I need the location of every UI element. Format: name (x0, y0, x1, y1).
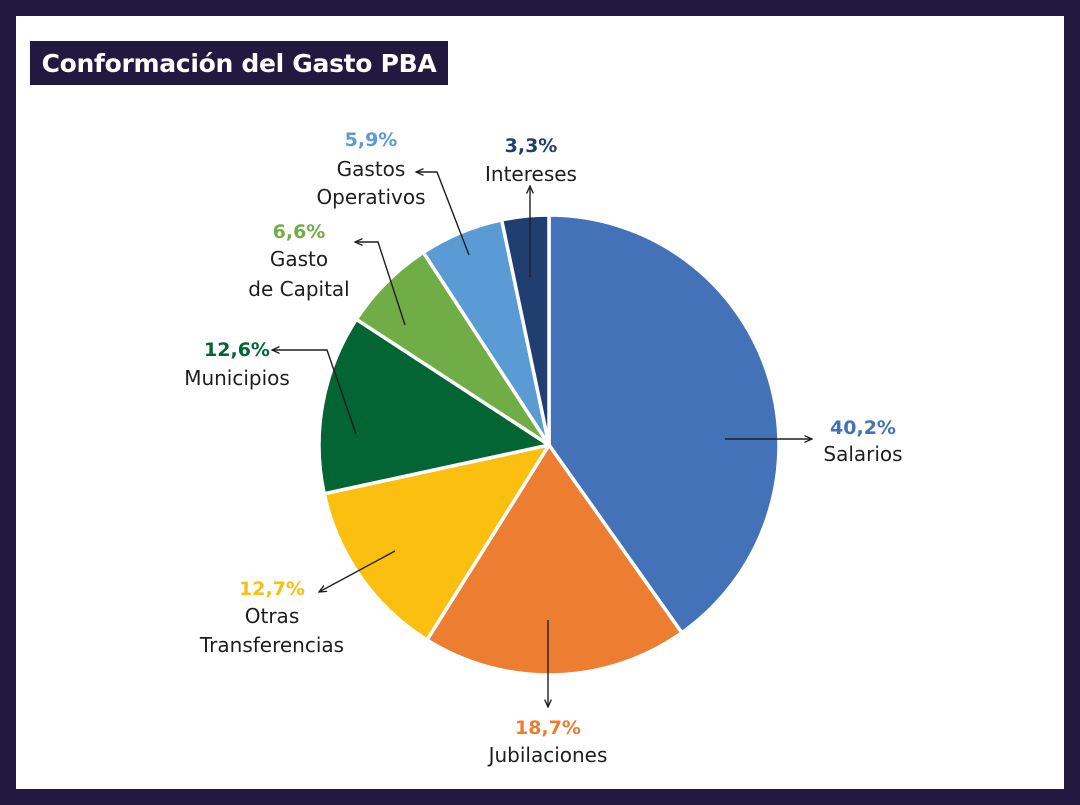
pie-slice-intereses (499, 213, 551, 447)
leader-line-municipios (272, 350, 357, 435)
leader-line-gastos-operativos (416, 172, 470, 256)
leader-line-gasto-de-capital (355, 242, 406, 326)
category-label-jubilaciones: Jubilaciones (487, 743, 608, 767)
value-label-salarios: 40,2% (830, 417, 896, 439)
pie-slice-municipios (317, 317, 551, 496)
value-label-jubilaciones: 18,7% (515, 717, 581, 739)
leader-line-otras-transferencias (319, 550, 396, 592)
category-label-otras-transferencias: Otras (245, 604, 299, 628)
value-label-gasto-de-capital: 6,6% (273, 221, 326, 243)
category-label-gasto-de-capital: Gasto (270, 247, 328, 271)
category-label-otras-transferencias: Transferencias (199, 633, 344, 657)
pie-slice-salarios (547, 213, 781, 635)
category-label-gastos-operativos: Operativos (316, 185, 425, 209)
value-label-gastos-operativos: 5,9% (345, 129, 398, 151)
category-label-intereses: Intereses (485, 162, 577, 186)
category-label-salarios: Salarios (823, 442, 902, 466)
title-banner: Conformación del Gasto PBA (30, 41, 448, 85)
page-title: Conformación del Gasto PBA (41, 48, 437, 78)
pie-slice-otras-transferencias (322, 443, 551, 642)
value-label-municipios: 12,6% (204, 339, 270, 361)
pie-slice-jubilaciones (425, 443, 684, 677)
category-label-gastos-operativos: Gastos (337, 157, 406, 181)
category-label-gasto-de-capital: de Capital (248, 277, 349, 301)
value-label-otras-transferencias: 12,7% (239, 578, 305, 600)
value-label-intereses: 3,3% (505, 135, 558, 157)
category-label-municipios: Municipios (184, 366, 290, 390)
